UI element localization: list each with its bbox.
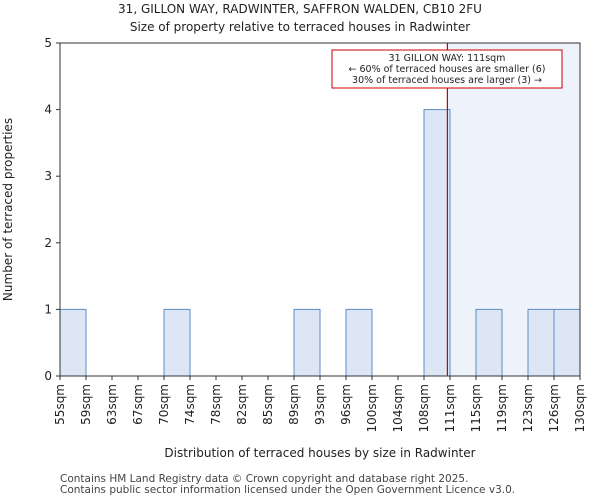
x-tick-label: 63sqm <box>105 384 119 425</box>
x-tick-label: 123sqm <box>521 384 535 432</box>
y-tick-label: 3 <box>44 169 52 183</box>
x-tick-label: 130sqm <box>573 384 587 432</box>
x-tick-label: 74sqm <box>183 384 197 425</box>
x-tick-label: 108sqm <box>417 384 431 432</box>
x-tick-label: 78sqm <box>209 384 223 425</box>
chart-title-address: 31, GILLON WAY, RADWINTER, SAFFRON WALDE… <box>118 2 482 16</box>
bar <box>553 308 581 377</box>
bar <box>423 109 451 377</box>
x-tick-label: 93sqm <box>313 384 327 425</box>
x-tick-label: 96sqm <box>339 384 353 425</box>
x-tick-label: 59sqm <box>79 384 93 425</box>
chart-title: Size of property relative to terraced ho… <box>129 20 471 34</box>
y-tick-label: 5 <box>44 36 52 50</box>
x-tick-label: 119sqm <box>495 384 509 432</box>
x-axis-label: Distribution of terraced houses by size … <box>164 446 475 460</box>
x-tick-label: 115sqm <box>469 384 483 432</box>
bar <box>163 308 191 377</box>
bar <box>475 308 503 377</box>
x-tick-label: 85sqm <box>261 384 275 425</box>
x-tick-label: 82sqm <box>235 384 249 425</box>
footer-copyright: Contains HM Land Registry data © Crown c… <box>60 473 469 485</box>
bar <box>345 308 373 377</box>
x-tick-label: 89sqm <box>287 384 301 425</box>
y-tick-label: 2 <box>44 236 52 250</box>
y-axis-label: Number of terraced properties <box>1 118 15 301</box>
x-tick-label: 126sqm <box>547 384 561 432</box>
annotation-box <box>331 49 563 89</box>
y-tick-label: 1 <box>44 302 52 316</box>
annotation-line: ← 60% of terraced houses are smaller (6) <box>349 64 546 75</box>
bar <box>293 308 321 377</box>
x-tick-label: 104sqm <box>391 384 405 432</box>
y-tick-label: 4 <box>44 103 52 117</box>
x-tick-label: 111sqm <box>443 384 457 432</box>
bar <box>527 308 555 377</box>
x-tick-label: 70sqm <box>157 384 171 425</box>
annotation-line: 30% of terraced houses are larger (3) → <box>352 75 542 86</box>
x-tick-label: 100sqm <box>365 384 379 432</box>
bar <box>59 308 87 377</box>
footer-licence: Contains public sector information licen… <box>60 484 516 496</box>
y-tick-label: 0 <box>44 369 52 383</box>
x-tick-label: 55sqm <box>53 384 67 425</box>
bar-chart: 0 1 2 3 4 5 55sqm 59sqm 63sqm 67sqm 70sqm 74sqm 78sq… <box>1 36 587 460</box>
annotation-line: 31 GILLON WAY: 111sqm <box>389 53 506 64</box>
x-tick-label: 67sqm <box>131 384 145 425</box>
